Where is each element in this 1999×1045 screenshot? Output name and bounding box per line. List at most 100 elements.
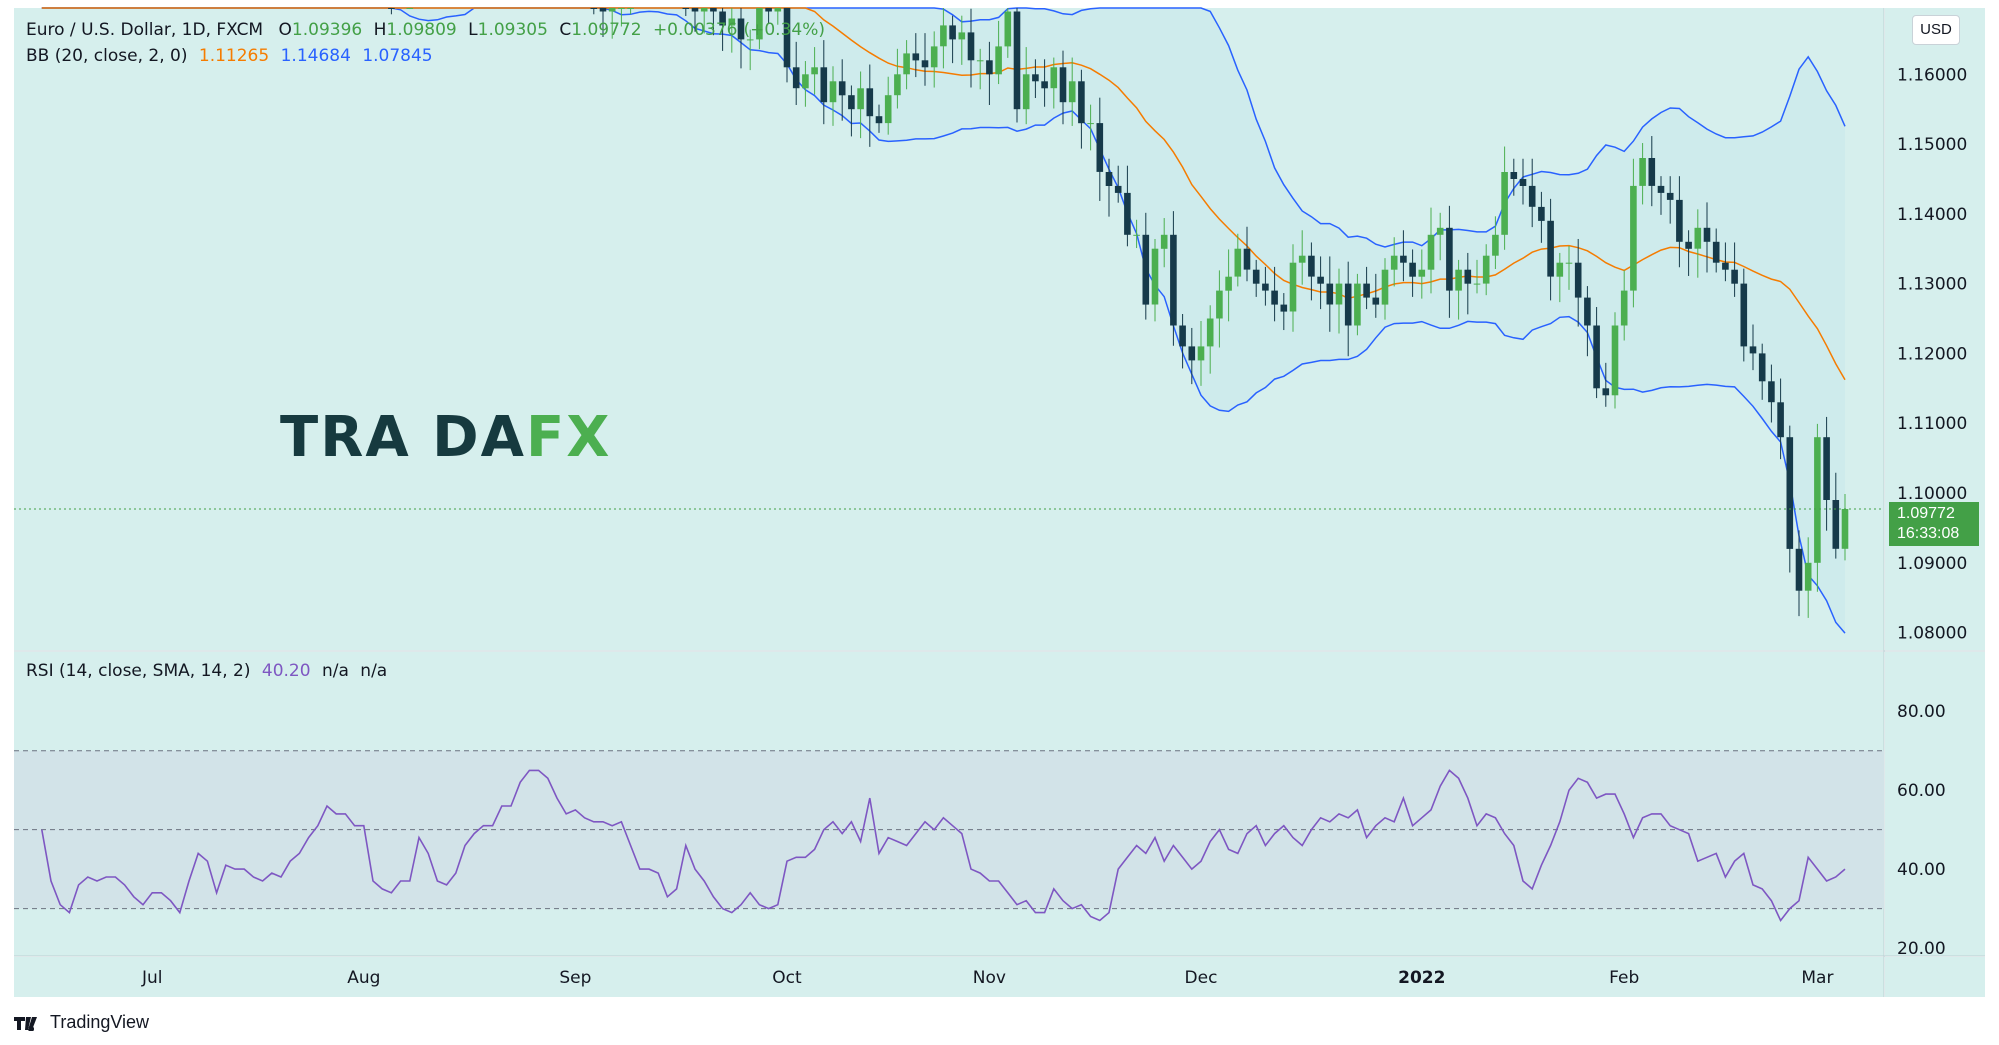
candle-body	[1078, 81, 1085, 124]
candle-body	[1841, 509, 1849, 549]
candle-body	[1400, 255, 1407, 263]
candle-body	[912, 53, 920, 61]
candle	[1105, 158, 1113, 217]
candle-body	[811, 67, 818, 75]
candle	[1124, 165, 1131, 247]
candle	[1252, 259, 1260, 297]
candle	[406, 8, 414, 10]
candle-body	[1418, 269, 1426, 277]
candle	[691, 8, 699, 32]
candle-body	[838, 81, 846, 96]
candle	[958, 15, 966, 65]
candle-body	[848, 95, 855, 110]
candle	[1050, 57, 1058, 109]
candle	[1032, 59, 1039, 99]
candle-body	[1795, 548, 1803, 591]
candle-body	[765, 8, 772, 12]
bb-lower-value: 1.07845	[362, 46, 433, 66]
candle	[1832, 472, 1840, 559]
candle-body	[1059, 67, 1067, 103]
candle	[1749, 324, 1757, 371]
candle-body	[1252, 269, 1260, 284]
candle	[1593, 307, 1600, 399]
candle-body	[921, 60, 929, 68]
candle	[1354, 273, 1361, 336]
candle	[921, 33, 929, 86]
symbol-name[interactable]: Euro / U.S. Dollar, 1D, FXCM	[26, 20, 264, 40]
candle-body	[930, 46, 938, 68]
candle-body	[1804, 562, 1812, 591]
candle	[1436, 212, 1444, 261]
rsi-ma-value: n/a	[321, 661, 349, 681]
candle	[1188, 327, 1196, 385]
candle	[1528, 158, 1536, 228]
candle-body	[1068, 81, 1076, 103]
candle-body	[1344, 283, 1352, 326]
candle-body	[728, 18, 736, 26]
time-tick-label: Sep	[559, 968, 591, 988]
time-tick-label: Aug	[347, 968, 380, 988]
candle	[838, 59, 846, 121]
candle-body	[1409, 262, 1416, 277]
candle	[1758, 343, 1766, 400]
candle-body	[958, 32, 966, 40]
candle-body	[1565, 262, 1573, 264]
candle	[940, 8, 947, 69]
candle	[903, 40, 910, 90]
candle	[1114, 165, 1122, 203]
candle-body	[608, 8, 616, 12]
time-tick-label: 2022	[1398, 968, 1445, 988]
high-label: H	[373, 20, 387, 40]
candle	[1418, 249, 1426, 299]
rsi-indicator	[14, 750, 1884, 923]
candle	[1344, 261, 1352, 357]
candle	[1731, 242, 1738, 297]
rsi-label[interactable]: RSI (14, close, SMA, 14, 2)	[26, 661, 251, 681]
candle-body	[1004, 11, 1012, 47]
candle	[1298, 230, 1306, 285]
candle	[1630, 158, 1637, 308]
time-tick-label: Dec	[1185, 968, 1218, 988]
candle-body	[1657, 185, 1665, 193]
candle-body	[1602, 388, 1610, 396]
candle	[1676, 176, 1683, 268]
candle	[995, 20, 1002, 85]
candle-body	[995, 46, 1002, 75]
candle	[1390, 237, 1398, 287]
bb-label[interactable]: BB (20, close, 2, 0)	[26, 46, 188, 66]
candle	[1712, 228, 1720, 273]
candle-body	[940, 25, 947, 47]
candle	[1574, 238, 1582, 327]
last-price-value: 1.09772	[1897, 505, 1955, 522]
close-label: C	[559, 20, 572, 40]
rsi-tick-label: 80.00	[1897, 702, 1946, 722]
candle	[820, 40, 828, 125]
candle	[1648, 136, 1656, 207]
candle	[976, 48, 984, 90]
currency-button[interactable]: USD	[1912, 15, 1960, 45]
candle	[599, 8, 607, 37]
candle-body	[1584, 297, 1591, 326]
candle-body	[1722, 262, 1729, 270]
candle-body	[1354, 283, 1361, 326]
candle-body	[1814, 437, 1821, 563]
candle	[829, 66, 837, 126]
candle-body	[1473, 283, 1481, 285]
candle	[1326, 256, 1334, 332]
tradingview-footer[interactable]: TradingView	[14, 1012, 149, 1033]
rsi-legend: RSI (14, close, SMA, 14, 2) 40.20 n/a n/…	[26, 661, 393, 681]
candle	[894, 48, 901, 109]
candle-body	[1280, 304, 1288, 312]
price-tick-label: 1.14000	[1897, 205, 1967, 225]
candle-body	[1335, 283, 1343, 305]
candle-body	[590, 8, 598, 9]
candle	[866, 64, 874, 147]
candle-body	[1712, 241, 1720, 263]
candle	[1216, 270, 1223, 348]
candle	[1078, 69, 1085, 149]
candle	[949, 15, 956, 64]
candle-body	[710, 8, 717, 12]
candle-body	[599, 8, 607, 12]
candle-body	[1225, 276, 1232, 291]
